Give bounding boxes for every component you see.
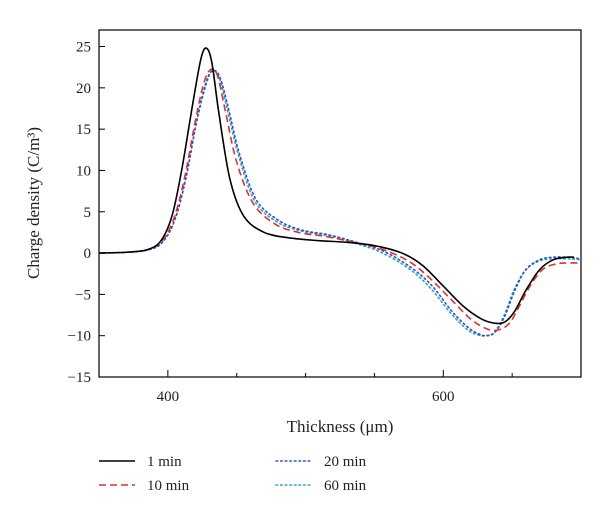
series-line-10-min: [99, 68, 581, 332]
x-axis-title: Thickness (μm): [287, 417, 394, 436]
y-axis-ticks: −15 −10 −5 0 5 10 15 20 25: [68, 40, 105, 386]
series-line-1-min: [99, 47, 575, 325]
y-axis-title: Charge density (C/m³): [24, 127, 43, 279]
legend-label: 1 min: [147, 454, 182, 470]
y-tick-label: 10: [76, 163, 91, 179]
y-tick-label: −10: [68, 329, 91, 345]
y-tick-label: −15: [68, 370, 91, 386]
x-axis-ticks: 400 600: [98, 370, 582, 405]
plot-frame: [98, 29, 582, 378]
y-tick-label: 15: [76, 122, 91, 138]
series-line-20-min: [99, 69, 581, 337]
x-tick-label: 400: [157, 389, 180, 405]
y-tick-label: 5: [84, 205, 92, 221]
y-tick-label: 20: [76, 81, 91, 97]
y-tick-label: −5: [75, 287, 91, 303]
series-line-60-min: [99, 70, 581, 337]
legend-label: 20 min: [324, 454, 367, 470]
series-layer: [99, 47, 581, 337]
legend-label: 10 min: [147, 478, 190, 494]
y-tick-label: 0: [84, 246, 92, 262]
legend: 1 min 10 min 20 min 60 min: [99, 454, 367, 494]
legend-label: 60 min: [324, 478, 367, 494]
y-tick-label: 25: [76, 40, 91, 56]
x-tick-label: 600: [432, 389, 455, 405]
